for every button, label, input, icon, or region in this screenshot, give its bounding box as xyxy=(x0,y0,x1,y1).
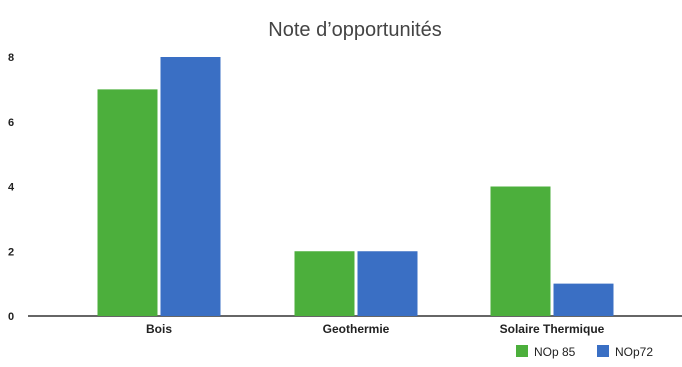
bar-nop85-bois xyxy=(97,89,158,316)
y-tick-label: 4 xyxy=(8,182,15,194)
chart-title: Note d’opportunités xyxy=(268,19,441,41)
bar-nop72-bois xyxy=(160,57,221,316)
bar-nop85-geothermie xyxy=(294,251,355,316)
bars-group xyxy=(97,57,614,316)
x-tick-label: Solaire Thermique xyxy=(500,322,605,336)
legend: NOp 85 NOp72 xyxy=(516,345,653,359)
x-axis: Bois Geothermie Solaire Thermique xyxy=(146,322,605,336)
legend-label: NOp72 xyxy=(615,345,653,359)
y-axis: 0 2 4 6 8 xyxy=(8,52,15,323)
bar-nop72-solaire-thermique xyxy=(553,283,614,316)
y-tick-label: 8 xyxy=(8,52,14,64)
y-tick-label: 0 xyxy=(8,311,14,323)
x-tick-label: Bois xyxy=(146,322,172,336)
bar-nop72-geothermie xyxy=(357,251,418,316)
legend-swatch xyxy=(597,345,609,357)
y-tick-label: 6 xyxy=(8,117,14,129)
legend-swatch xyxy=(516,345,528,357)
bar-nop85-solaire-thermique xyxy=(490,186,551,316)
x-tick-label: Geothermie xyxy=(323,322,390,336)
y-tick-label: 2 xyxy=(8,246,14,258)
legend-label: NOp 85 xyxy=(534,345,576,359)
